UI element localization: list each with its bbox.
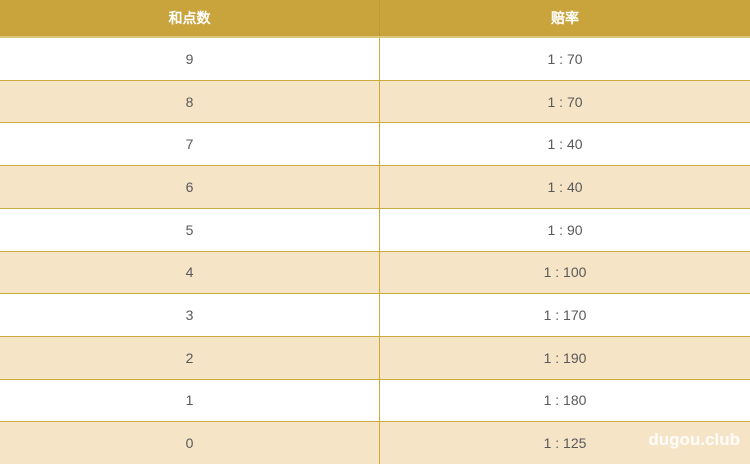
points-cell: 5	[0, 208, 380, 251]
odds-cell: 1 : 170	[543, 307, 587, 324]
table-row: 8 1 : 70	[0, 79, 750, 123]
column-header-points: 和点数	[0, 0, 380, 36]
points-cell: 9	[0, 38, 380, 80]
points-cell: 7	[0, 123, 380, 166]
table-row: 4 1 : 100	[0, 250, 750, 294]
table-row: 5 1 : 90	[0, 207, 750, 251]
table-row: 3 1 : 170	[0, 293, 750, 336]
points-cell: 2	[0, 336, 380, 379]
odds-cell: 1 : 70	[547, 50, 583, 67]
column-header-odds: 赔率	[551, 10, 579, 26]
odds-cell: 1 : 180	[543, 392, 587, 409]
points-cell: 0	[0, 422, 380, 464]
table-row: 1 1 : 180	[0, 378, 750, 422]
odds-cell: 1 : 190	[543, 349, 587, 366]
points-cell: 1	[0, 379, 380, 422]
odds-cell: 1 : 90	[547, 221, 583, 238]
points-cell: 6	[0, 166, 380, 208]
odds-cell: 1 : 100	[543, 264, 587, 281]
odds-cell: 1 : 40	[547, 178, 583, 195]
table-row: 9 1 : 70	[0, 38, 750, 80]
table-row: 0 1 : 125	[0, 421, 750, 464]
table-header-row: 和点数 赔率	[0, 0, 750, 38]
odds-cell: 1 : 70	[547, 93, 583, 110]
points-cell: 8	[0, 80, 380, 123]
points-cell: 3	[0, 294, 380, 336]
table-body: 9 1 : 70 8 1 : 70 7 1 : 40 6 1 : 40 5 1 : 90 4 1 : …	[0, 38, 750, 464]
points-cell: 4	[0, 251, 380, 294]
odds-cell: 1 : 40	[547, 136, 583, 153]
odds-cell: 1 : 125	[543, 435, 587, 452]
table-row: 2 1 : 190	[0, 335, 750, 379]
table-row: 6 1 : 40	[0, 165, 750, 208]
table-row: 7 1 : 40	[0, 122, 750, 166]
